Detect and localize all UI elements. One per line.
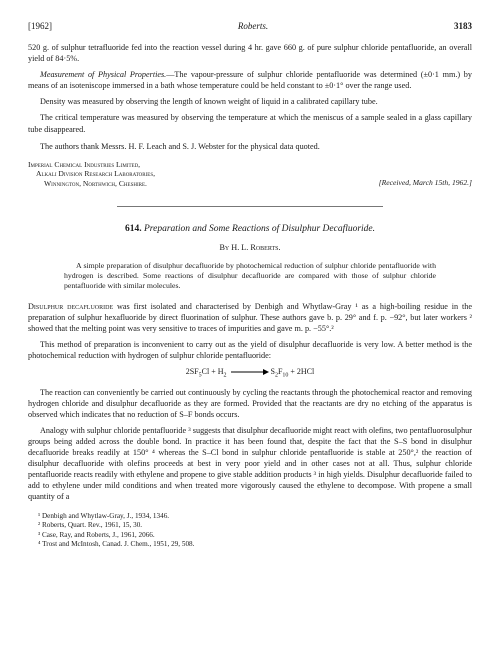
affiliation-line1: Imperial Chemical Industries Limited,	[28, 160, 155, 169]
body-p3: The reaction can conveniently be carried…	[28, 387, 472, 420]
body-p4: Analogy with sulphur chloride pentafluor…	[28, 425, 472, 502]
footnote-4: ⁴ Trost and McIntosh, Canad. J. Chem., 1…	[28, 540, 472, 549]
article-title: 614. Preparation and Some Reactions of D…	[28, 223, 472, 236]
header-year: [1962]	[28, 20, 52, 32]
byline: By H. L. Roberts.	[28, 242, 472, 253]
received-date: [Received, March 15th, 1962.]	[379, 178, 472, 188]
eq-lhs1: 2SF	[186, 367, 199, 376]
footnote-3: ³ Case, Ray, and Roberts, J., 1961, 2066…	[28, 531, 472, 540]
footnote-1: ¹ Denbigh and Whytlaw-Gray, J., 1934, 13…	[28, 512, 472, 521]
divider	[117, 206, 383, 207]
method-label: Measurement of Physical Properties.	[40, 70, 166, 79]
prev-article-p1: 520 g. of sulphur tetrafluoride fed into…	[28, 42, 472, 64]
eq-lhs2-sub: 2	[224, 372, 227, 378]
article-title-text: Preparation and Some Reactions of Disulp…	[144, 224, 375, 234]
acknowledgement: The authors thank Messrs. H. F. Leach an…	[28, 141, 472, 152]
footnotes: ¹ Denbigh and Whytlaw-Gray, J., 1934, 13…	[28, 512, 472, 549]
arrow-icon	[229, 368, 269, 376]
affiliation-line2: Alkali Division Research Laboratories,	[28, 169, 155, 178]
prev-article-p4: The critical temperature was measured by…	[28, 112, 472, 134]
header-author: Roberts.	[238, 20, 268, 32]
header-page: 3183	[454, 20, 472, 32]
body-p2: This method of preparation is inconvenie…	[28, 339, 472, 361]
abstract: A simple preparation of disulphur decafl…	[64, 261, 436, 291]
equation: 2SF5Cl + H2 S2F10 + 2HCl	[28, 367, 472, 380]
body-p1-lead: Disulphur decafluoride	[28, 302, 113, 311]
prev-article-p2: Measurement of Physical Properties.—The …	[28, 69, 472, 91]
eq-rhs3: + 2HCl	[288, 367, 314, 376]
affiliation: Imperial Chemical Industries Limited, Al…	[28, 160, 155, 188]
affiliation-block: Imperial Chemical Industries Limited, Al…	[28, 160, 472, 188]
prev-article-p3: Density was measured by observing the le…	[28, 96, 472, 107]
affiliation-line3: Winnington, Northwich, Cheshire.	[28, 179, 155, 188]
body-p1: Disulphur decafluoride was first isolate…	[28, 301, 472, 334]
footnote-2: ² Roberts, Quart. Rev., 1961, 15, 30.	[28, 521, 472, 530]
article-number: 614.	[125, 224, 142, 234]
eq-lhs2: Cl + H	[202, 367, 224, 376]
